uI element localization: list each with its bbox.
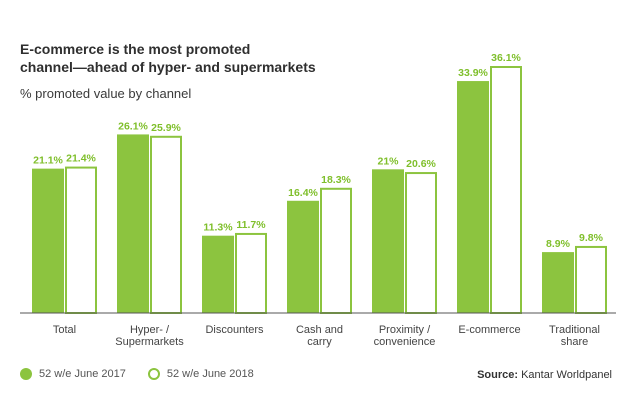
bar-2018-6 xyxy=(575,245,607,315)
bar-2017-6 xyxy=(542,252,574,313)
category-label-2-0: Discounters xyxy=(205,324,264,336)
bar-2018-2 xyxy=(235,232,267,315)
value-label-2017-5: 33.9% xyxy=(458,67,488,79)
legend-swatch-2017 xyxy=(20,368,32,380)
value-label-2017-2: 11.3% xyxy=(203,222,233,234)
bar-2017-0 xyxy=(32,168,64,313)
bar-2018-3 xyxy=(320,187,352,314)
bar-2018-0 xyxy=(65,166,97,314)
legend: 52 w/e June 2017 52 w/e June 2018 xyxy=(20,368,276,380)
bar-2017-3 xyxy=(287,200,319,313)
category-label-1-0: Hyper- / xyxy=(130,324,170,336)
chart-title: E-commerce is the most promoted channel—… xyxy=(20,40,400,76)
chart-title-line-1: E-commerce is the most promoted xyxy=(20,41,251,57)
category-label-5-0: E-commerce xyxy=(458,324,520,336)
legend-label-2017: 52 w/e June 2017 xyxy=(39,368,126,380)
legend-item-2018: 52 w/e June 2018 xyxy=(147,368,254,380)
bar-2018-1 xyxy=(150,135,182,314)
category-label-4-0: Proximity / xyxy=(379,324,431,336)
source-text: Kantar Worldpanel xyxy=(521,369,612,381)
bar-2017-4 xyxy=(372,169,404,313)
category-labels-group: Total Hyper- /Supermarkets Discounters Cash… xyxy=(53,324,600,348)
category-label-0-0: Total xyxy=(53,324,76,336)
value-label-2017-0: 21.1% xyxy=(33,155,63,167)
value-label-2018-4: 20.6% xyxy=(406,158,436,170)
value-label-2018-6: 9.8% xyxy=(579,232,604,244)
value-label-2018-3: 18.3% xyxy=(321,174,351,186)
bar-2017-5 xyxy=(457,81,489,313)
value-label-2018-1: 25.9% xyxy=(151,122,181,134)
bar-2017-2 xyxy=(202,235,234,313)
bar-2018-5 xyxy=(490,66,522,314)
chart-subtitle: % promoted value by channel xyxy=(20,86,192,101)
bar-2018-4 xyxy=(405,172,437,314)
value-label-2017-6: 8.9% xyxy=(546,238,571,250)
category-label-3-1: carry xyxy=(307,336,332,348)
value-label-2017-4: 21% xyxy=(377,155,399,167)
value-label-2017-1: 26.1% xyxy=(118,120,148,132)
chart-title-line-2: channel—ahead of hyper- and supermarkets xyxy=(20,59,316,75)
value-label-2018-0: 21.4% xyxy=(66,153,96,165)
value-label-2018-2: 11.7% xyxy=(236,219,266,231)
source-label: Source: xyxy=(477,369,519,381)
legend-item-2017: 52 w/e June 2017 xyxy=(20,368,126,380)
bar-2017-1 xyxy=(117,134,149,313)
legend-label-2018: 52 w/e June 2018 xyxy=(166,368,254,380)
value-label-2017-3: 16.4% xyxy=(288,187,318,199)
category-label-6-1: share xyxy=(561,336,589,348)
category-label-4-1: convenience xyxy=(374,336,436,348)
value-labels-group: 21.1% 21.4% 26.1% 25.9% 11.3% 11.7% 16.4%18.3%… xyxy=(33,52,604,250)
source-note: Source: Kantar Worldpanel xyxy=(477,369,612,381)
category-label-6-0: Traditional xyxy=(549,324,600,336)
legend-swatch-2018 xyxy=(147,368,160,380)
bars-group xyxy=(32,66,607,315)
value-label-2018-5: 36.1% xyxy=(491,52,521,64)
category-label-1-1: Supermarkets xyxy=(115,336,184,348)
category-label-3-0: Cash and xyxy=(296,324,343,336)
